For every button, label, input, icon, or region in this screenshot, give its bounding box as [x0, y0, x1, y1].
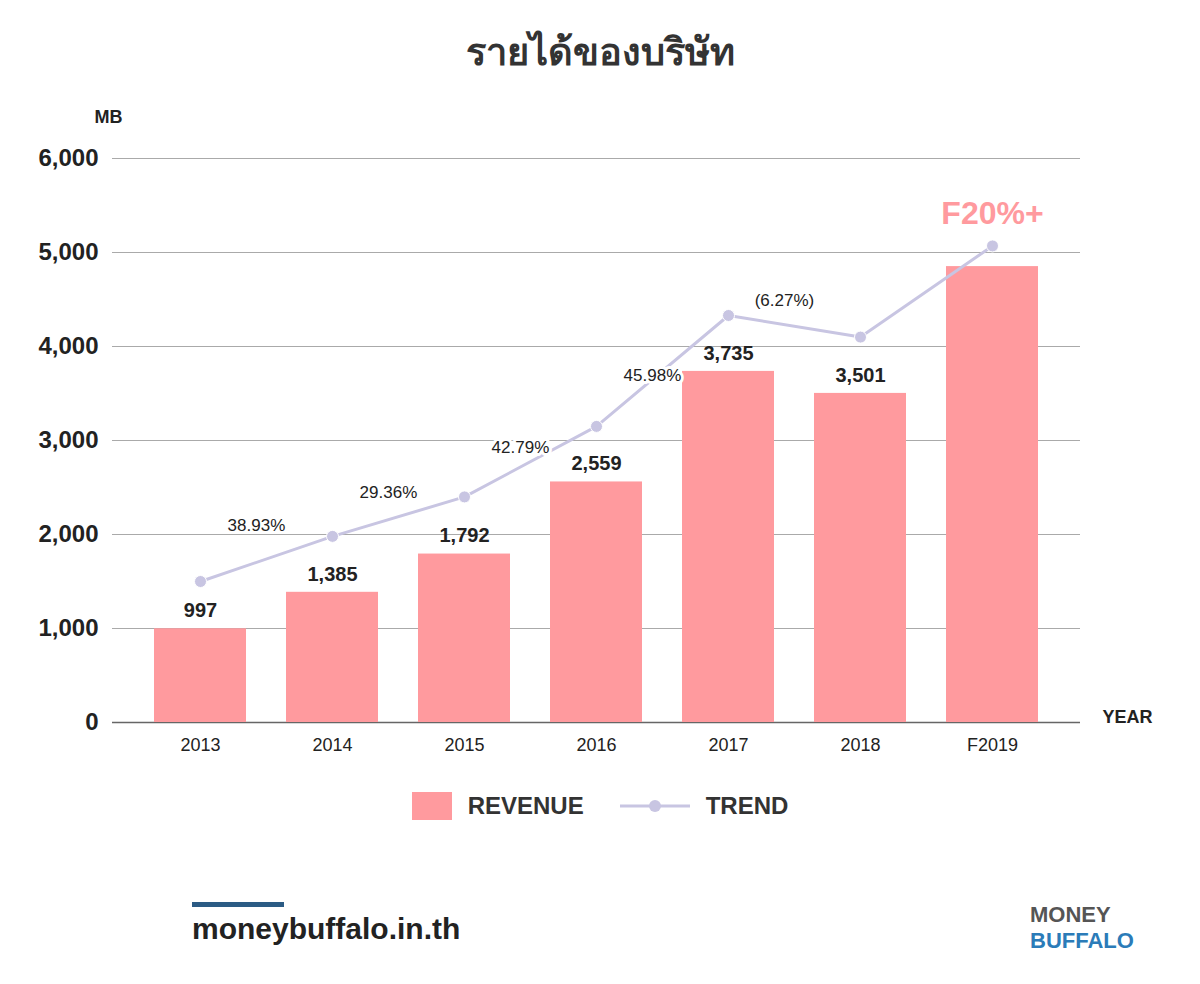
svg-text:1,000: 1,000 — [38, 614, 98, 641]
svg-text:42.79%: 42.79% — [492, 438, 550, 457]
svg-text:2,000: 2,000 — [38, 520, 98, 547]
svg-text:2,559: 2,559 — [571, 452, 621, 474]
svg-text:2018: 2018 — [840, 735, 880, 755]
html-text:REVENUE: REVENUE — [467, 792, 584, 819]
svg-text:2014: 2014 — [312, 735, 352, 755]
svg-text:YEAR: YEAR — [1103, 707, 1153, 727]
svg-text:4,000: 4,000 — [38, 332, 98, 359]
html-text:รายได้ของบริษัท: รายได้ของบริษัท — [465, 31, 735, 73]
svg-text:0: 0 — [85, 708, 98, 735]
svg-text:2015: 2015 — [444, 735, 484, 755]
svg-text:F20%+: F20%+ — [941, 195, 1043, 231]
svg-text:F2019: F2019 — [967, 735, 1018, 755]
svg-text:45.98%: 45.98% — [624, 366, 682, 385]
html-text:moneybuffalo.in.th: moneybuffalo.in.th — [192, 912, 461, 945]
svg-text:38.93%: 38.93% — [228, 516, 286, 535]
svg-text:1,385: 1,385 — [307, 563, 357, 585]
svg-text:2013: 2013 — [180, 735, 220, 755]
svg-text:(6.27%): (6.27%) — [755, 291, 815, 310]
html-text:BUFFALO: BUFFALO — [1030, 928, 1134, 953]
svg-text:3,735: 3,735 — [703, 342, 753, 364]
svg-text:1,792: 1,792 — [439, 524, 489, 546]
html-text:MONEY: MONEY — [1030, 902, 1111, 927]
svg-text:997: 997 — [184, 599, 217, 621]
html-text:TREND: TREND — [705, 792, 789, 819]
svg-text:2017: 2017 — [708, 735, 748, 755]
svg-text:29.36%: 29.36% — [360, 483, 418, 502]
svg-text:3,501: 3,501 — [835, 364, 885, 386]
svg-text:6,000: 6,000 — [38, 144, 98, 171]
svg-text:MB: MB — [95, 107, 123, 127]
svg-text:5,000: 5,000 — [38, 238, 98, 265]
svg-text:3,000: 3,000 — [38, 426, 98, 453]
svg-text:2016: 2016 — [576, 735, 616, 755]
